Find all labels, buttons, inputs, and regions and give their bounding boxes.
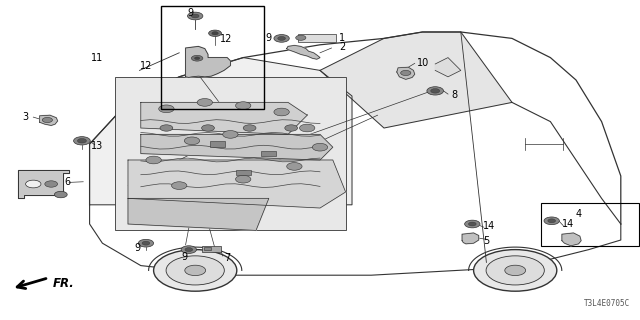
Bar [202,246,221,252]
Circle shape [146,156,161,164]
Circle shape [54,191,67,198]
Circle shape [166,256,225,285]
Polygon shape [40,115,58,125]
Circle shape [243,125,256,131]
Circle shape [278,36,285,40]
Circle shape [548,219,556,223]
Text: 9: 9 [188,8,194,19]
Circle shape [159,105,174,113]
Circle shape [191,55,203,61]
Circle shape [544,217,559,225]
Circle shape [74,137,90,145]
Circle shape [181,246,196,253]
Polygon shape [287,45,320,59]
Bar [210,141,225,147]
Circle shape [401,70,411,76]
Bar [204,247,211,250]
Circle shape [185,248,193,252]
Polygon shape [562,233,581,246]
Text: 14: 14 [562,219,574,229]
Circle shape [274,108,289,116]
Circle shape [138,239,154,247]
Polygon shape [18,170,69,198]
Text: 8: 8 [451,90,458,100]
Bar [161,6,264,109]
Text: 9: 9 [134,243,140,253]
Polygon shape [462,233,479,244]
Circle shape [191,14,199,18]
Circle shape [26,180,41,188]
Bar [261,151,276,156]
Circle shape [312,143,328,151]
Polygon shape [141,102,307,134]
Text: 10: 10 [417,58,429,68]
Bar [541,203,639,246]
Polygon shape [435,58,461,77]
Circle shape [188,12,203,20]
Circle shape [465,220,480,228]
Text: 3: 3 [22,112,29,122]
Polygon shape [141,134,333,160]
Circle shape [142,241,150,245]
Circle shape [236,102,251,109]
Circle shape [296,35,306,40]
Circle shape [195,57,200,60]
Polygon shape [128,198,269,230]
Text: 7: 7 [224,252,230,263]
Text: 12: 12 [140,61,152,71]
Circle shape [154,250,237,291]
Text: 1: 1 [339,33,346,43]
Circle shape [486,256,545,285]
Polygon shape [186,46,230,77]
Circle shape [197,99,212,106]
Circle shape [274,35,289,42]
Circle shape [285,125,298,131]
Circle shape [468,222,476,226]
Text: 9: 9 [265,33,271,44]
Polygon shape [128,160,346,208]
Text: 4: 4 [576,209,582,220]
Text: 14: 14 [483,221,495,231]
Circle shape [42,117,52,123]
Circle shape [431,89,440,93]
Circle shape [209,30,221,36]
Circle shape [184,137,200,145]
Polygon shape [397,67,415,79]
Circle shape [212,32,218,35]
Circle shape [160,125,173,131]
Circle shape [223,131,238,138]
Circle shape [300,124,315,132]
Circle shape [427,87,444,95]
Text: 9: 9 [181,252,188,262]
Circle shape [172,182,187,189]
Text: FR.: FR. [52,277,74,290]
Text: 5: 5 [483,236,490,246]
Polygon shape [90,58,352,205]
Text: 2: 2 [339,42,346,52]
Circle shape [287,163,302,170]
Bar [115,77,346,230]
Text: 12: 12 [220,34,232,44]
Text: 13: 13 [91,140,103,151]
Text: T3L4E0705C: T3L4E0705C [584,299,630,308]
Circle shape [45,181,58,187]
Circle shape [77,139,86,143]
Bar [298,34,336,42]
Text: 6: 6 [64,177,70,188]
Circle shape [185,265,205,276]
Polygon shape [320,32,512,128]
Circle shape [202,125,214,131]
Text: 11: 11 [92,52,104,63]
Circle shape [236,175,251,183]
Circle shape [474,250,557,291]
Bar [236,170,251,175]
Circle shape [505,265,525,276]
